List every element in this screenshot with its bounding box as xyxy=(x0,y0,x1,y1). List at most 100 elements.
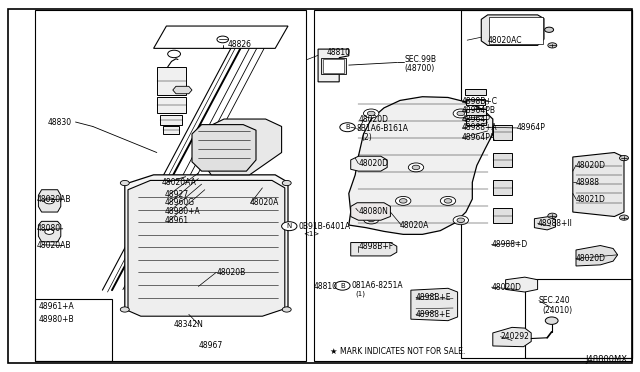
Text: 48964PB: 48964PB xyxy=(462,106,496,115)
Text: 48980+A: 48980+A xyxy=(164,207,200,216)
Bar xyxy=(493,180,512,195)
Polygon shape xyxy=(38,221,61,242)
Text: (1): (1) xyxy=(356,291,366,297)
Circle shape xyxy=(367,217,375,222)
Bar xyxy=(321,58,346,74)
Bar xyxy=(314,10,632,361)
Polygon shape xyxy=(573,153,624,217)
Circle shape xyxy=(282,180,291,186)
Polygon shape xyxy=(154,26,288,48)
Polygon shape xyxy=(576,246,618,266)
Polygon shape xyxy=(481,15,544,45)
Text: 48020D: 48020D xyxy=(492,283,522,292)
Text: 4898B+C: 4898B+C xyxy=(462,97,498,106)
Text: 48988+A: 48988+A xyxy=(462,124,498,132)
Text: 48961: 48961 xyxy=(164,216,189,225)
Text: J48800MX: J48800MX xyxy=(585,355,627,364)
Bar xyxy=(489,17,543,44)
Text: 48020AB: 48020AB xyxy=(36,241,71,250)
Text: MARK INDICATES NOT FOR SALE.: MARK INDICATES NOT FOR SALE. xyxy=(340,347,466,356)
Text: 4898B+E: 4898B+E xyxy=(416,293,451,302)
Text: 48980+B: 48980+B xyxy=(38,315,74,324)
Circle shape xyxy=(120,307,129,312)
Bar xyxy=(466,109,486,115)
Text: SEC.99B: SEC.99B xyxy=(404,55,436,64)
Text: 48080: 48080 xyxy=(36,224,61,233)
Text: 48927: 48927 xyxy=(164,190,189,199)
Text: 0B91B-6401A: 0B91B-6401A xyxy=(299,222,351,231)
Text: N: N xyxy=(287,223,292,229)
Bar xyxy=(466,99,485,105)
Bar xyxy=(160,115,182,125)
Circle shape xyxy=(548,213,557,218)
Text: 48080N: 48080N xyxy=(358,207,388,216)
Circle shape xyxy=(545,317,558,324)
Text: (24010): (24010) xyxy=(543,306,573,315)
Text: <1>: <1> xyxy=(303,231,319,237)
Circle shape xyxy=(408,163,424,172)
Text: 48826: 48826 xyxy=(227,40,251,49)
Circle shape xyxy=(453,216,468,225)
Text: 48961+A: 48961+A xyxy=(38,302,74,311)
Text: 48021D: 48021D xyxy=(576,195,606,203)
Text: 48020AB: 48020AB xyxy=(36,195,71,203)
Bar xyxy=(35,299,112,361)
Circle shape xyxy=(412,165,420,170)
Circle shape xyxy=(548,43,557,48)
Text: ★: ★ xyxy=(330,347,337,356)
Polygon shape xyxy=(351,156,387,171)
Circle shape xyxy=(282,222,297,231)
Text: 48020A: 48020A xyxy=(250,198,279,207)
Text: 48810: 48810 xyxy=(314,282,338,291)
Polygon shape xyxy=(534,217,556,230)
Circle shape xyxy=(367,111,375,116)
Text: 48988+E: 48988+E xyxy=(416,310,451,319)
Text: 48020D: 48020D xyxy=(576,161,606,170)
Text: 48988+D: 48988+D xyxy=(492,240,528,249)
Circle shape xyxy=(457,218,465,222)
Bar xyxy=(157,97,186,113)
Polygon shape xyxy=(192,125,256,171)
Polygon shape xyxy=(38,190,61,212)
Circle shape xyxy=(217,36,228,43)
Circle shape xyxy=(396,196,411,205)
Polygon shape xyxy=(173,86,192,94)
Circle shape xyxy=(620,155,628,161)
Text: 48020D: 48020D xyxy=(576,254,606,263)
Polygon shape xyxy=(493,327,531,347)
Text: (2): (2) xyxy=(362,133,372,142)
Text: 48960G: 48960G xyxy=(164,198,195,207)
Circle shape xyxy=(44,198,54,204)
Circle shape xyxy=(120,180,129,186)
Circle shape xyxy=(45,229,54,234)
Text: 48020AA: 48020AA xyxy=(162,178,196,187)
Text: 240292: 240292 xyxy=(500,332,529,341)
Circle shape xyxy=(364,109,379,118)
Bar xyxy=(35,10,306,361)
Circle shape xyxy=(282,307,291,312)
Text: 48020D: 48020D xyxy=(358,159,388,168)
Text: 48020AC: 48020AC xyxy=(488,36,522,45)
Bar xyxy=(466,119,486,125)
Bar xyxy=(493,153,512,167)
Circle shape xyxy=(453,109,468,118)
Circle shape xyxy=(545,27,554,32)
Text: 48830: 48830 xyxy=(48,118,72,127)
Bar xyxy=(493,208,512,223)
Circle shape xyxy=(364,215,379,224)
Polygon shape xyxy=(351,243,397,256)
Polygon shape xyxy=(351,203,390,220)
Text: 48964PA: 48964PA xyxy=(462,133,496,142)
Bar xyxy=(157,67,186,95)
Circle shape xyxy=(340,123,355,132)
Polygon shape xyxy=(125,175,288,314)
Bar xyxy=(525,279,632,358)
Text: 48020A: 48020A xyxy=(400,221,429,230)
Polygon shape xyxy=(506,277,538,292)
Circle shape xyxy=(399,199,407,203)
Bar xyxy=(323,59,344,73)
Text: 081A6-8251A: 081A6-8251A xyxy=(352,281,404,290)
Polygon shape xyxy=(198,119,282,175)
Bar xyxy=(461,10,632,358)
Polygon shape xyxy=(411,288,458,321)
